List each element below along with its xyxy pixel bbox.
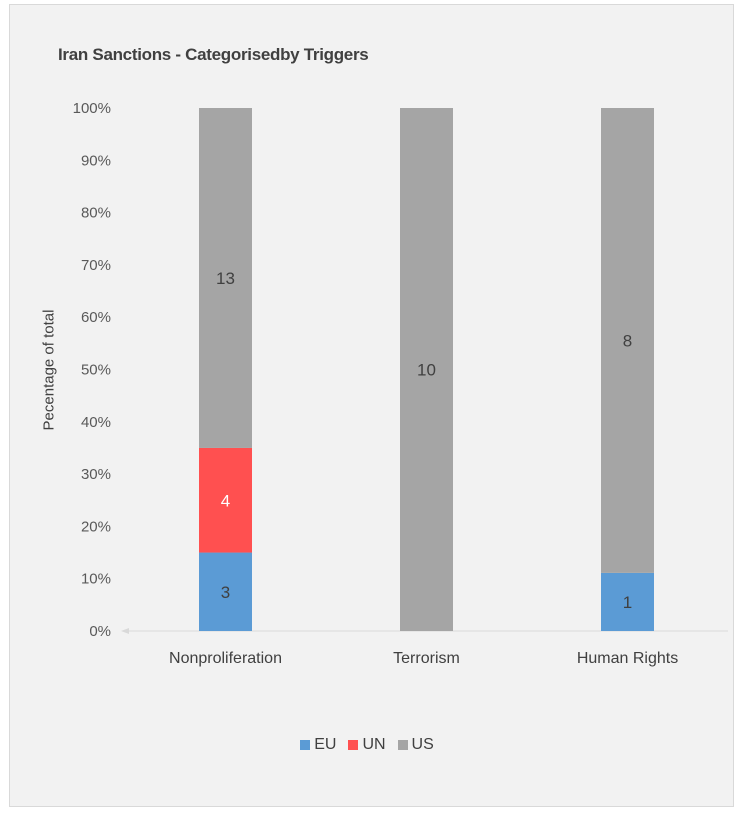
legend-item-eu: EU <box>300 736 336 754</box>
data-label: 10 <box>417 361 436 380</box>
bar-segment-us <box>601 108 654 573</box>
legend-swatch <box>300 740 311 750</box>
legend-item-us: US <box>397 736 434 754</box>
chart-title: Iran Sanctions - Categorisedby Triggers <box>58 45 369 64</box>
data-label: 1 <box>623 593 632 612</box>
x-tick-label: Human Rights <box>577 650 678 667</box>
bar-segment-us <box>199 108 252 448</box>
y-tick-label: 80% <box>81 205 111 222</box>
data-label: 13 <box>216 269 235 288</box>
legend: EU UN US <box>0 736 734 754</box>
y-tick-label: 70% <box>81 257 111 274</box>
y-tick-label: 60% <box>81 309 111 326</box>
x-tick-label: Terrorism <box>393 650 460 667</box>
legend-item-un: UN <box>348 736 386 754</box>
y-tick-label: 10% <box>81 571 111 588</box>
legend-swatch <box>348 740 359 750</box>
y-tick-label: 0% <box>89 623 111 640</box>
bar-segment-us <box>400 108 453 631</box>
data-label: 4 <box>221 491 230 510</box>
y-tick-label: 50% <box>81 362 111 379</box>
data-label: 8 <box>623 331 632 350</box>
bar-segment-un <box>199 447 252 553</box>
bar-segment-eu <box>199 552 252 631</box>
y-tick-label: 100% <box>73 100 111 117</box>
legend-label: US <box>411 736 434 753</box>
y-tick-label: 30% <box>81 466 111 483</box>
y-tick-label: 90% <box>81 152 111 169</box>
data-label: 3 <box>221 583 230 602</box>
legend-label: UN <box>362 736 386 753</box>
x-tick-label: Nonproliferation <box>169 650 282 667</box>
y-tick-label: 20% <box>81 518 111 535</box>
y-tick-label: 40% <box>81 414 111 431</box>
x-axis-arrow <box>121 628 129 634</box>
legend-label: EU <box>314 736 337 753</box>
bar-segment-eu <box>601 572 654 631</box>
legend-swatch <box>397 740 408 750</box>
